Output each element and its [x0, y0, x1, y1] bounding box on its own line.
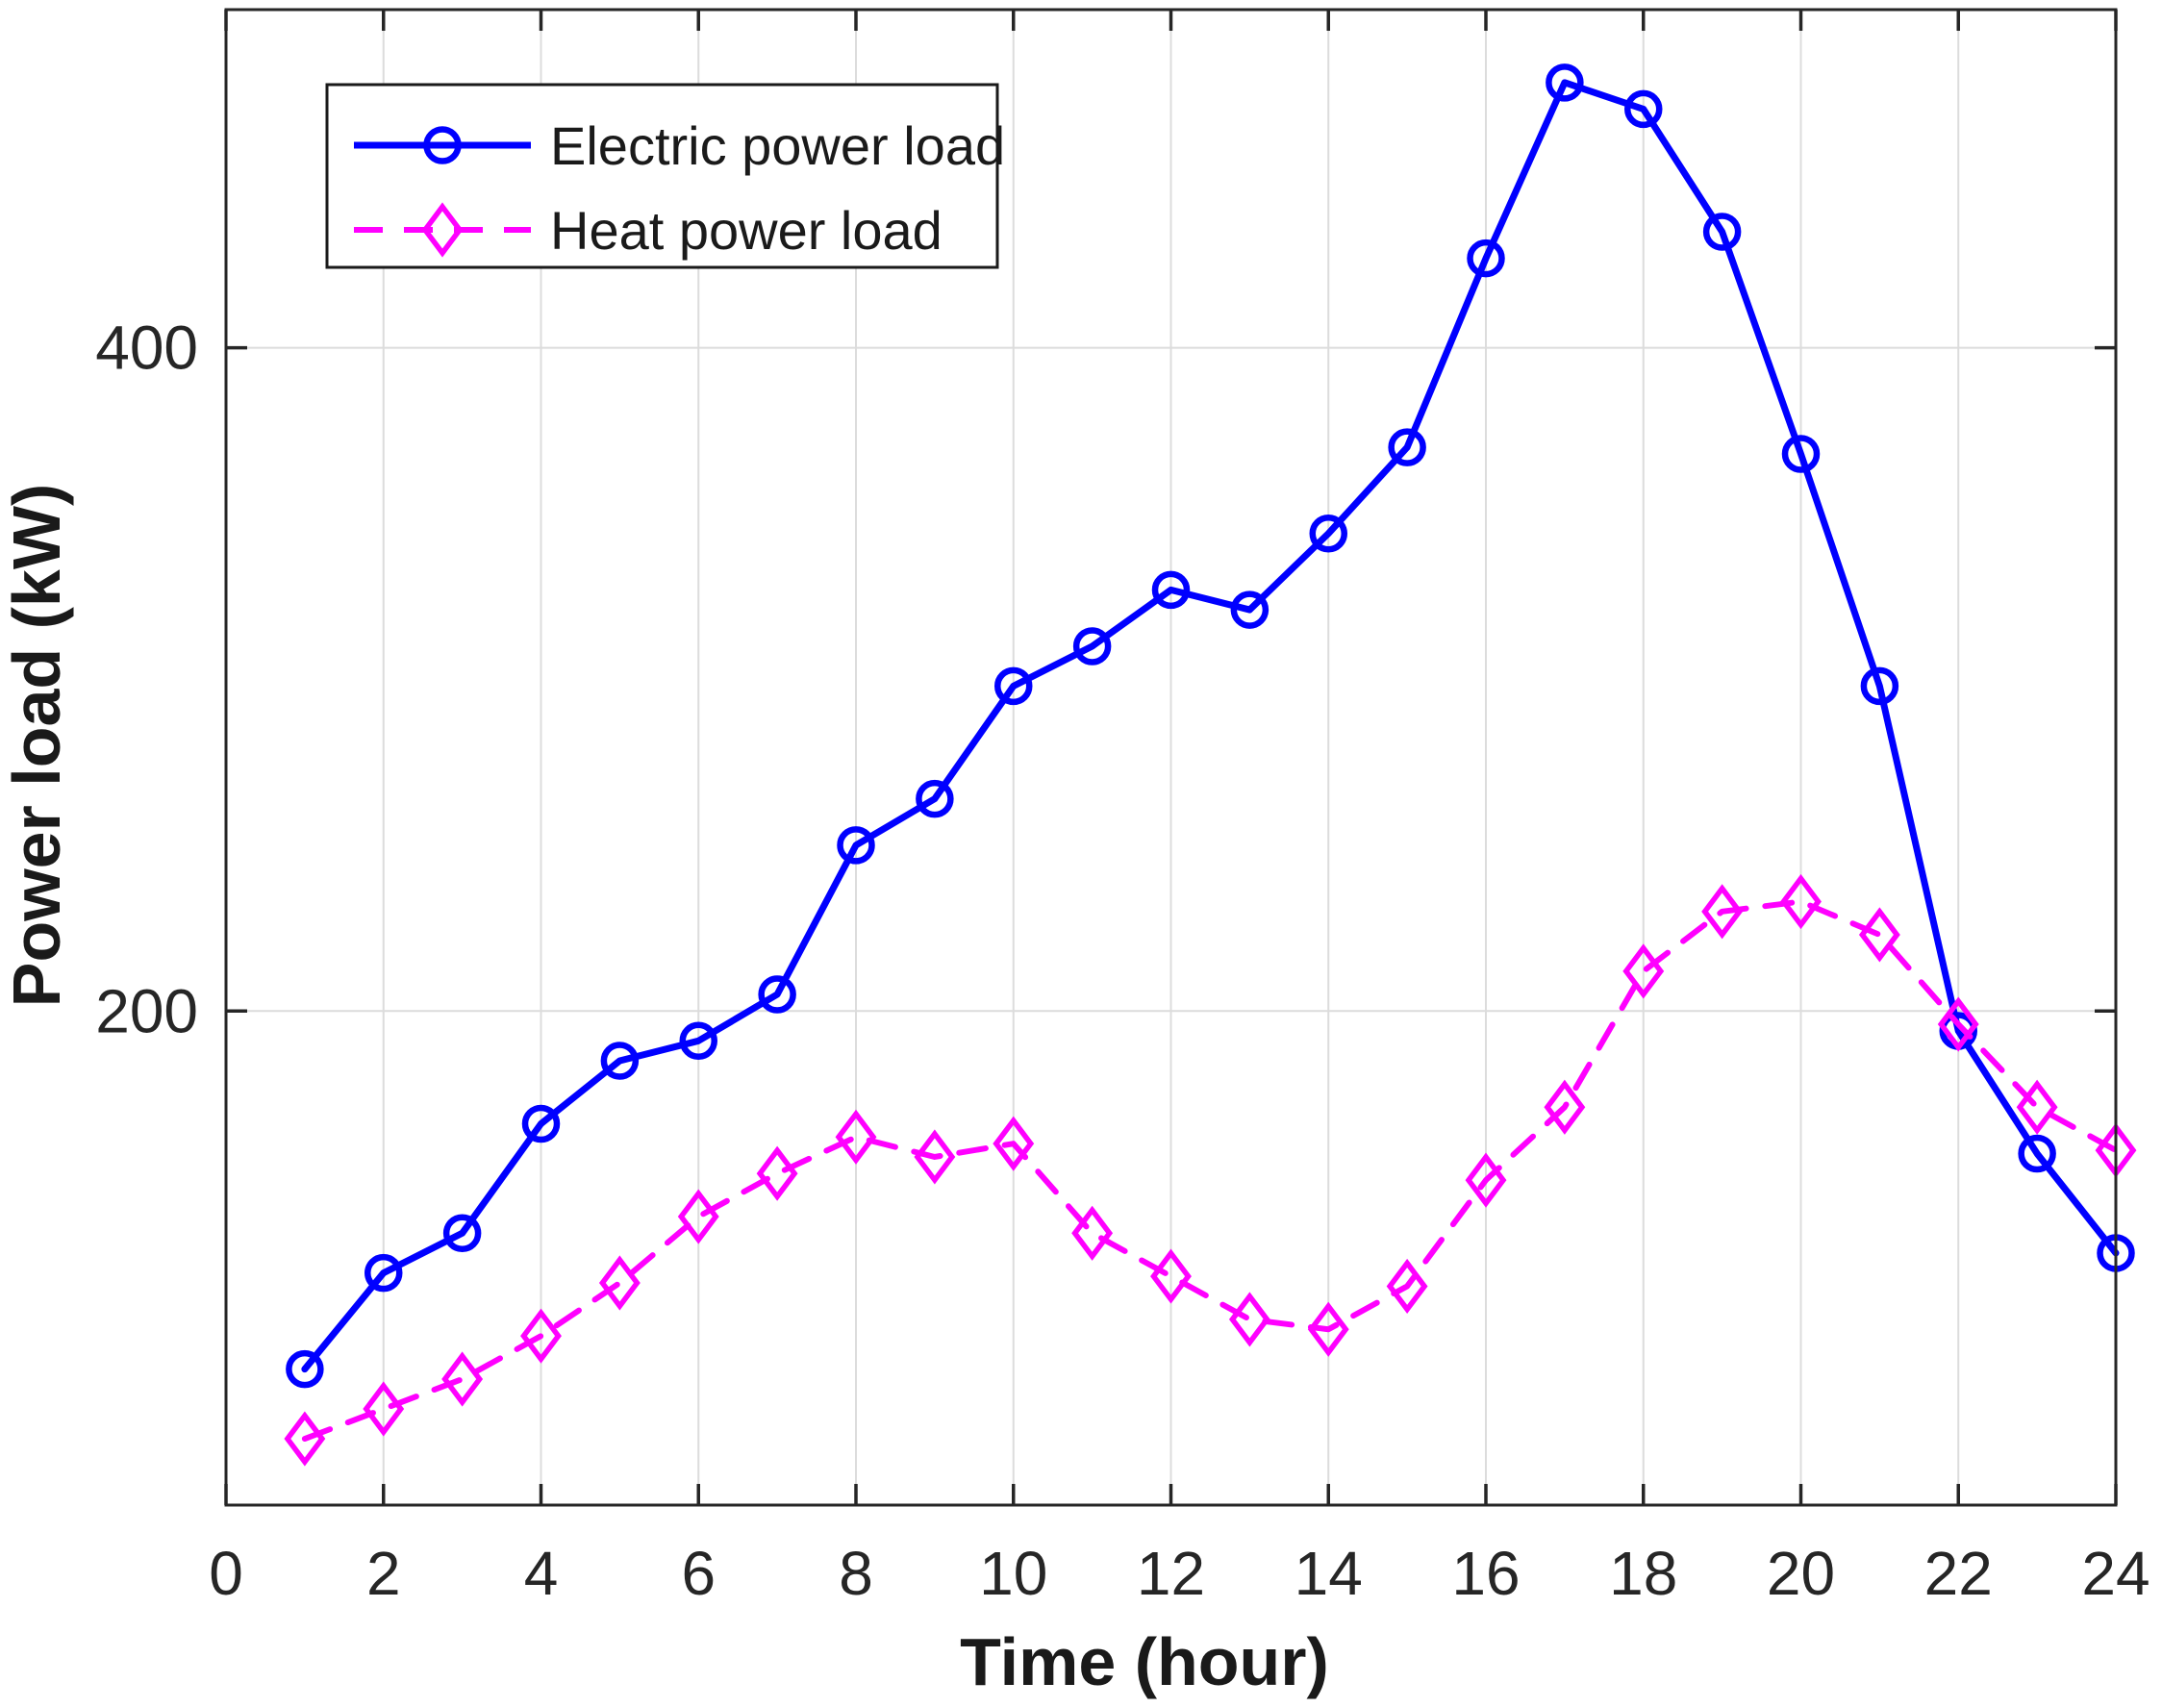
circle-marker	[1467, 239, 1505, 278]
legend-box	[325, 83, 999, 269]
diamond-marker	[756, 1145, 798, 1201]
x-tick-label: 4	[524, 1539, 559, 1608]
y-tick-label: 200	[95, 976, 198, 1045]
series-line	[301, 898, 2119, 1443]
x-tick-label: 22	[1924, 1539, 1993, 1608]
circle-marker	[1860, 666, 1899, 706]
circle-marker	[365, 1253, 403, 1293]
circle-marker	[600, 1042, 640, 1080]
y-axis-label: Power load (kW)	[0, 484, 74, 1007]
circle-marker	[521, 1104, 561, 1143]
diamond-marker	[441, 1351, 484, 1407]
diamond-marker	[1701, 884, 1744, 940]
circle-marker	[837, 826, 875, 865]
circle-marker	[1624, 89, 1663, 129]
circle-marker	[1546, 63, 1584, 102]
circle-marker	[679, 1021, 717, 1061]
legend-circle-marker	[423, 126, 462, 164]
x-tick-label: 2	[366, 1539, 401, 1608]
x-tick-label: 6	[681, 1539, 716, 1608]
legend-label-electric: Electric power load	[550, 115, 1005, 176]
diamond-marker	[598, 1255, 641, 1311]
diamond-marker	[1386, 1258, 1428, 1315]
x-tick-label: 0	[209, 1539, 243, 1608]
circle-marker	[1151, 570, 1191, 610]
x-tick-label: 10	[979, 1539, 1047, 1608]
circle-marker	[1072, 627, 1112, 666]
legend-entry-heat: Heat power load	[354, 200, 943, 261]
circle-marker	[994, 666, 1033, 706]
series-layer	[284, 63, 2137, 1467]
y-tick-label: 400	[95, 314, 198, 383]
x-tick-label: 16	[1451, 1539, 1520, 1608]
diamond-marker	[1622, 943, 1665, 999]
circle-marker	[442, 1214, 482, 1253]
diamond-marker	[363, 1381, 405, 1437]
diamond-marker	[835, 1109, 877, 1165]
series-line	[301, 79, 2120, 1373]
circle-marker	[286, 1349, 324, 1389]
tick-layer	[224, 10, 2118, 1505]
legend-diamond-marker	[421, 202, 464, 258]
diamond-marker	[1780, 873, 1822, 930]
x-tick-label: 20	[1767, 1539, 1835, 1608]
diamond-marker	[284, 1411, 326, 1467]
diamond-marker	[1465, 1152, 1507, 1208]
diamond-marker	[677, 1189, 719, 1244]
diamond-marker	[1858, 907, 1900, 963]
diamond-marker	[1228, 1292, 1270, 1347]
x-tick-label: 24	[2081, 1539, 2149, 1608]
diamond-marker	[1071, 1205, 1114, 1261]
x-tick-label: 8	[839, 1539, 873, 1608]
circle-marker	[1230, 590, 1270, 629]
circle-marker	[1702, 213, 1742, 251]
legend-entry-electric: Electric power load	[354, 115, 1005, 176]
diamond-marker	[1150, 1248, 1192, 1304]
electric-power-load-series	[286, 63, 2135, 1389]
diamond-marker	[520, 1308, 562, 1364]
diamond-marker	[1544, 1079, 1586, 1135]
diamond-marker	[914, 1129, 956, 1185]
circle-marker	[1388, 428, 1426, 466]
circle-marker	[916, 779, 954, 818]
legend: Electric power load Heat power load	[325, 83, 1005, 269]
x-tick-label: 12	[1137, 1539, 1205, 1608]
diamond-marker	[2016, 1079, 2058, 1135]
circle-marker	[758, 975, 796, 1014]
circle-marker	[1781, 435, 1821, 473]
x-axis-label: Time (hour)	[960, 1624, 1329, 1699]
diamond-marker	[1307, 1301, 1349, 1357]
diamond-marker	[993, 1116, 1035, 1171]
legend-label-heat: Heat power load	[550, 200, 943, 261]
circle-marker	[2018, 1134, 2056, 1173]
diamond-marker	[1937, 996, 1979, 1052]
circle-marker	[1309, 515, 1347, 553]
x-tick-label: 14	[1295, 1539, 1363, 1608]
heat-power-load-series	[284, 873, 2137, 1467]
x-tick-label: 18	[1609, 1539, 1677, 1608]
